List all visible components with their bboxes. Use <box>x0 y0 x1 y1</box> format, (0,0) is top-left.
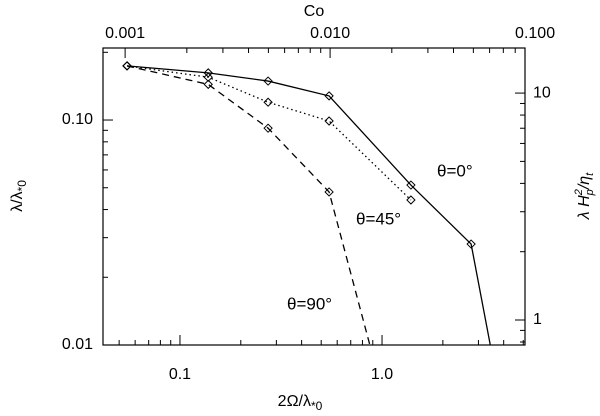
y2-axis-label: λ Hp2/ηt <box>573 172 596 220</box>
series-annotation: θ=90° <box>287 294 332 313</box>
data-point <box>406 195 416 205</box>
data-point <box>490 363 498 371</box>
data-point <box>324 187 334 197</box>
y-tick-label: 0.10 <box>62 111 93 128</box>
plot-frame <box>102 47 526 346</box>
series-line <box>126 65 412 201</box>
data-point <box>263 76 273 86</box>
data-point <box>406 180 416 190</box>
data-point <box>466 239 476 249</box>
y-tick-label: 0.01 <box>62 336 93 353</box>
x2-tick-label: 0.010 <box>310 25 350 42</box>
data-point <box>324 116 334 126</box>
plot-area <box>122 61 498 371</box>
x2-axis-label: Co <box>304 3 325 20</box>
x2-tick-label: 0.100 <box>515 25 555 42</box>
y-label-main: λ/λ <box>9 191 26 211</box>
x-tick-label: 1.0 <box>371 366 393 383</box>
y2-label-sub: p <box>584 189 596 196</box>
series-line <box>126 65 491 345</box>
y-label-sub: *0 <box>15 180 29 192</box>
y2-tick-label: 10 <box>533 84 551 101</box>
y-axis-label: λ/λ*0 <box>9 180 29 212</box>
x-axis-label: 2Ω/λ*0 <box>278 393 323 413</box>
x-label-sub: *0 <box>311 399 323 413</box>
data-point <box>263 123 273 133</box>
data-point <box>203 79 213 90</box>
x-tick-label: 0.1 <box>169 366 191 383</box>
x-label-main: 2Ω/λ <box>278 393 311 410</box>
y2-label-sup: 2 <box>573 189 585 196</box>
series-line <box>126 65 371 345</box>
y2-label-sub2: t <box>584 172 596 176</box>
y2-label-a: λ H <box>576 195 593 220</box>
series-annotation: θ=0° <box>437 161 473 180</box>
series-annotation: θ=45° <box>356 209 401 228</box>
data-point <box>203 72 213 82</box>
x2-tick-label: 0.001 <box>105 25 145 42</box>
y2-label-b: /η <box>576 176 593 190</box>
y2-tick-label: 1 <box>533 311 542 328</box>
data-point <box>324 91 334 101</box>
data-point <box>263 97 273 107</box>
data-point <box>122 61 132 71</box>
